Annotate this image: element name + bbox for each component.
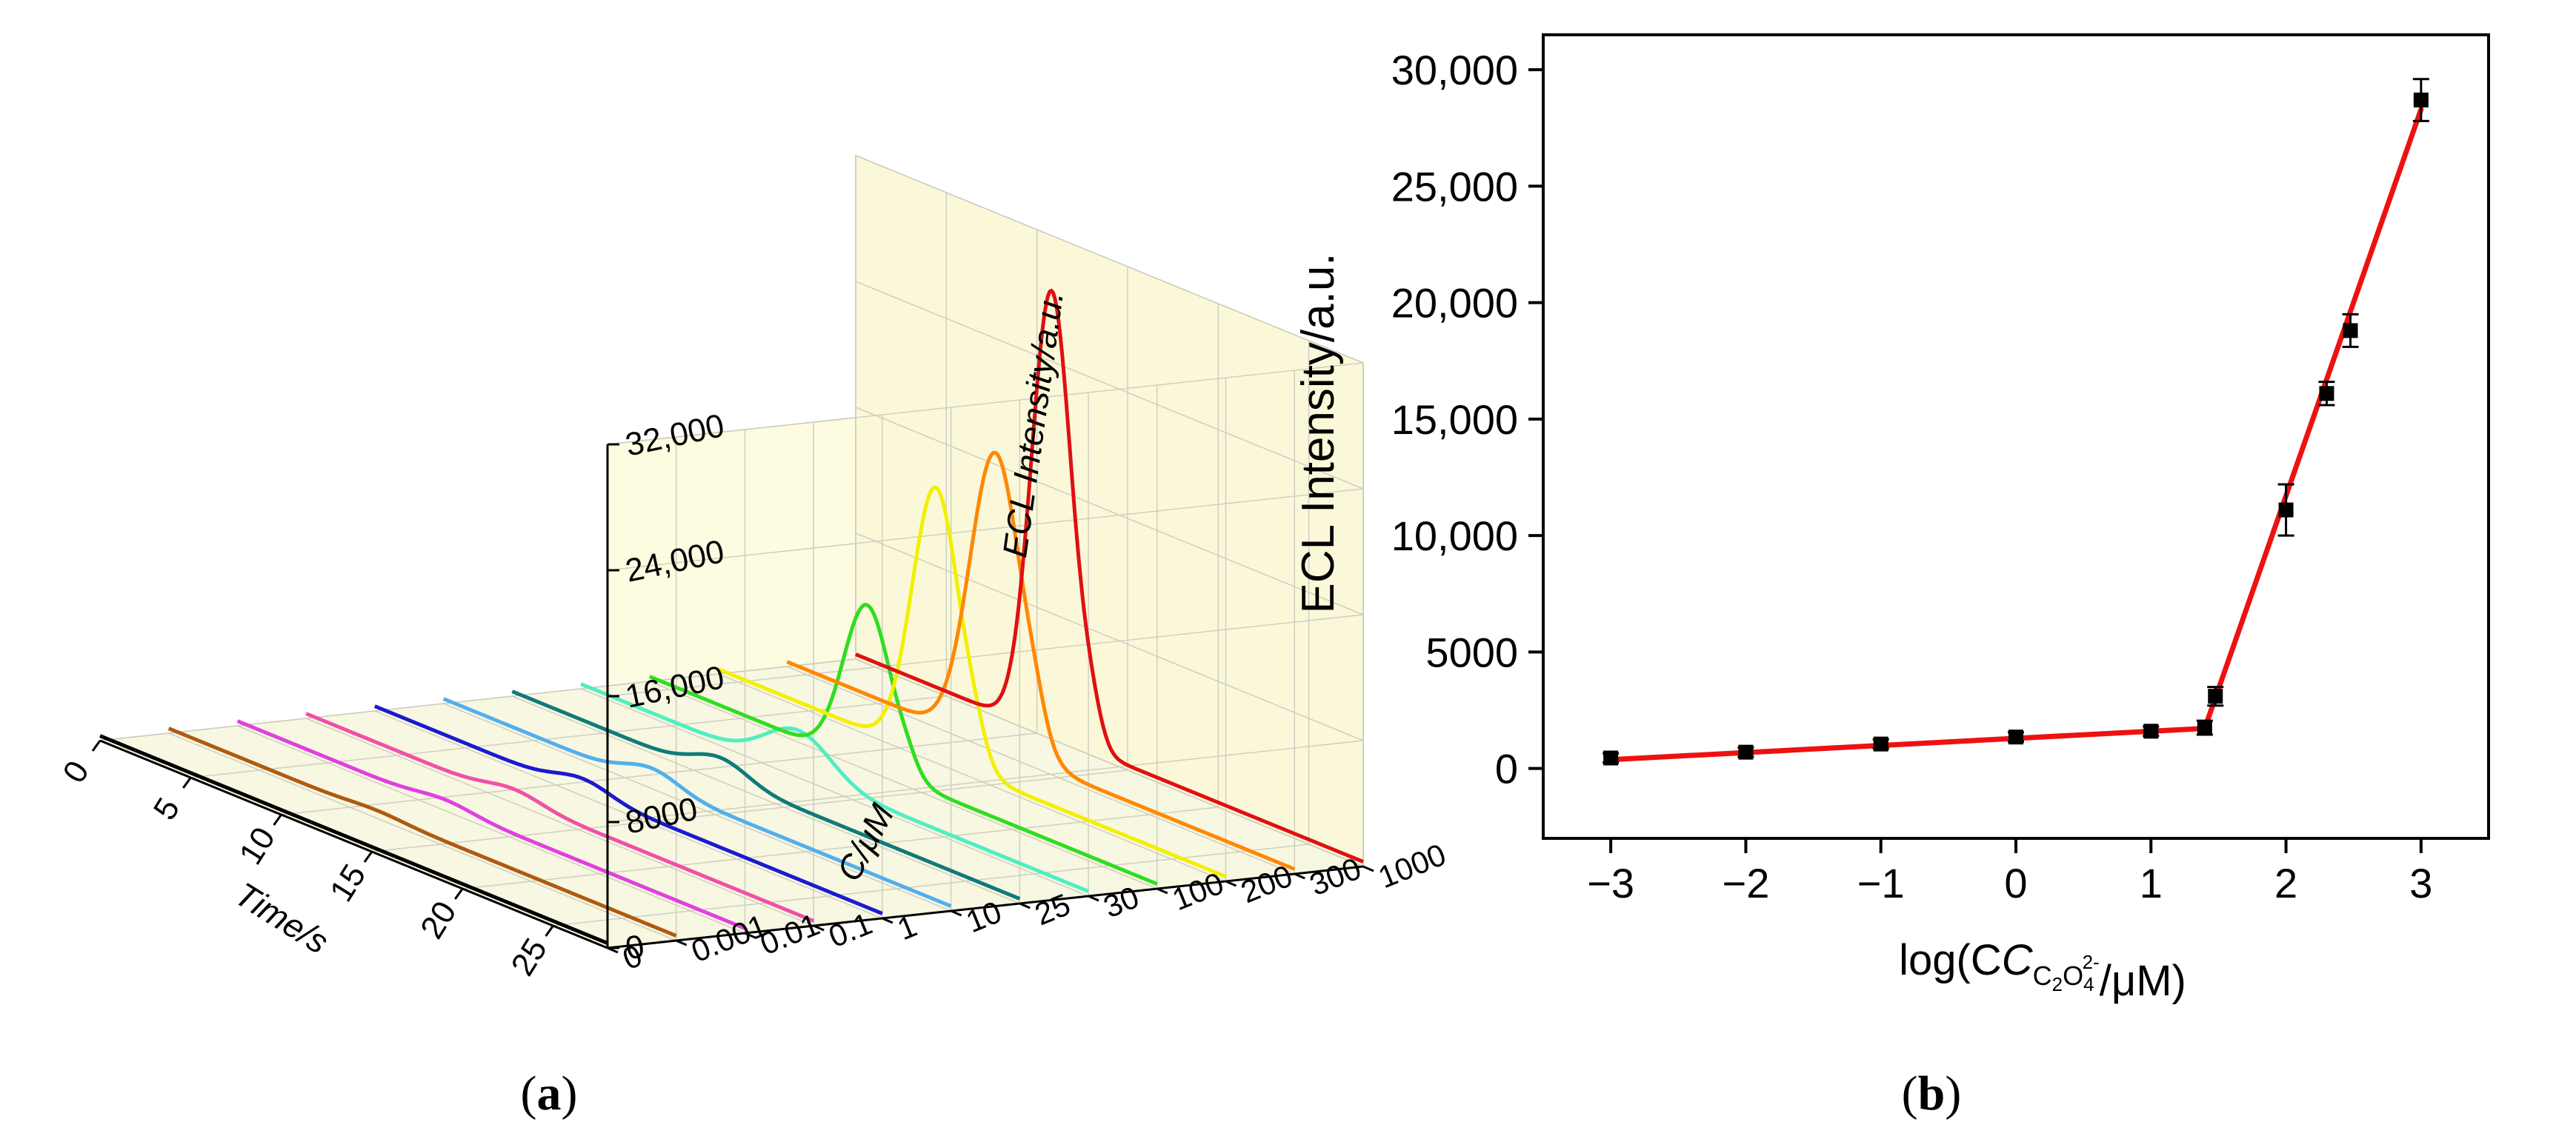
data-point xyxy=(1873,736,1888,752)
x-tick-label: 3 xyxy=(2409,860,2432,906)
series-line-100 xyxy=(648,603,1158,886)
series-line-0.001 xyxy=(167,727,677,938)
chart-b-ticks: −3 −2 −1 0 1 2 3 0 5000 10,000 15,000 20,000 25,000 3… xyxy=(1391,47,2433,906)
chart-b-plot-frame xyxy=(1542,33,2490,840)
y-tick xyxy=(744,932,756,939)
fit-line-2 xyxy=(2202,107,2424,732)
series-line-25 xyxy=(511,689,1021,901)
x-tick-label: 5 xyxy=(147,792,187,827)
data-point xyxy=(2278,502,2294,518)
chart-a-walls xyxy=(99,154,1364,949)
data-point xyxy=(2319,386,2334,401)
series-line-0 xyxy=(99,734,608,945)
x-axis-line xyxy=(99,739,608,949)
data-point xyxy=(2143,724,2159,739)
x-tick-label: 0 xyxy=(56,755,96,789)
data-point xyxy=(2008,729,2023,745)
series-line-10 xyxy=(442,697,952,908)
data-point xyxy=(2343,323,2358,338)
x-tick-label: 15 xyxy=(323,858,373,908)
data-point xyxy=(2197,720,2212,735)
x-tick xyxy=(454,888,464,900)
chart-b-x-axis-label: log(CCC2O42-/μM) xyxy=(1899,936,2186,1005)
chart-b-calibration: −3 −2 −1 0 1 2 3 0 5000 10,000 15,000 20,000 25,000 3… xyxy=(1293,33,2490,1005)
x-label-2-sub: 2 xyxy=(2052,973,2063,995)
y-tick-label: 0 xyxy=(1495,746,1518,792)
chart-b-fit-lines xyxy=(1608,107,2424,763)
chart-b-points xyxy=(1602,78,2429,766)
x-tick xyxy=(273,814,282,826)
chart-b-y-axis-label: ECL Intensity/a.u. xyxy=(1293,253,1344,613)
x-tick-label: 25 xyxy=(505,932,554,982)
data-point xyxy=(2208,689,2223,704)
x-label-c: C xyxy=(2002,936,2034,984)
series-line-0.1 xyxy=(305,712,815,923)
y-tick-label: 5000 xyxy=(1425,629,1518,675)
y-tick xyxy=(1294,872,1305,880)
y-tick xyxy=(951,909,962,917)
y-tick xyxy=(1088,895,1099,902)
series-line-0.01 xyxy=(236,719,746,930)
x-tick xyxy=(545,925,554,937)
y-tick-label: 20,000 xyxy=(1391,280,1518,327)
series-line-300 xyxy=(786,450,1296,871)
x-tick-label: 2 xyxy=(2274,860,2297,906)
series-line-200 xyxy=(717,485,1227,878)
y-tick-label: 30,000 xyxy=(1391,47,1518,93)
data-point xyxy=(1603,750,1619,766)
y-tick-label: 10,000 xyxy=(1391,512,1518,559)
y-tick xyxy=(882,917,893,924)
series-line-30 xyxy=(580,682,1090,893)
series-line-1000 xyxy=(855,288,1364,864)
panel-label-a: (a) xyxy=(521,1066,578,1121)
series-line-1 xyxy=(373,704,883,915)
y-tick xyxy=(1156,887,1168,895)
x-tick xyxy=(182,777,192,789)
y-tick xyxy=(1362,865,1374,872)
data-point xyxy=(1738,744,1754,760)
chart-a-series-group xyxy=(99,288,1364,945)
x-label-tail: /μM) xyxy=(2100,957,2186,1005)
y-tick xyxy=(1225,880,1237,887)
x-label-prefix: log(C xyxy=(1899,936,2002,984)
x-tick-label: 20 xyxy=(413,895,463,945)
y-tick-label: 15,000 xyxy=(1391,396,1518,443)
x-tick xyxy=(91,740,101,752)
x-tick-label: −2 xyxy=(1722,860,1769,906)
y-tick-label: 25,000 xyxy=(1391,163,1518,210)
y-tick xyxy=(676,939,688,946)
x-tick xyxy=(363,851,373,863)
panel-label-b: (b) xyxy=(1902,1066,1962,1121)
y-tick xyxy=(813,924,825,932)
x-tick-label: −3 xyxy=(1587,860,1634,906)
chart-a-x-axis-label: Time/s xyxy=(228,875,335,961)
x-tick-label: 0 xyxy=(2004,860,2027,906)
x-tick-label: 1 xyxy=(2140,860,2163,906)
data-point xyxy=(2413,93,2429,108)
y-tick xyxy=(1019,902,1031,909)
x-label-charge-sup: 2- xyxy=(2083,951,2100,973)
x-tick-label: 10 xyxy=(233,821,282,871)
x-tick-label: −1 xyxy=(1857,860,1905,906)
fit-line-1 xyxy=(1608,726,2208,763)
y-axis-line xyxy=(607,865,1364,949)
x-label-o-sub: O xyxy=(2063,961,2083,991)
y-tick-label: 1000 xyxy=(1374,837,1451,895)
x-label-c-sub: C xyxy=(2033,961,2052,991)
x-label-4-sub: 4 xyxy=(2083,973,2094,995)
y-tick xyxy=(607,946,619,954)
